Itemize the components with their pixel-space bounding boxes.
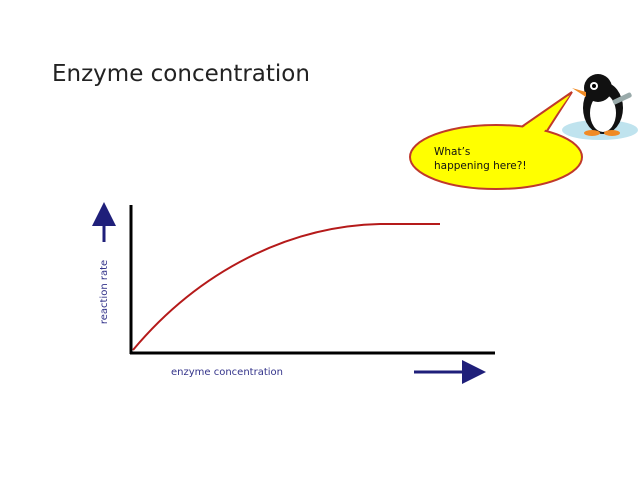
bubble-line: What’s (434, 146, 470, 158)
bubble-line: happening here?! (434, 160, 527, 172)
penguin-icon (562, 74, 638, 140)
slide-title: Enzyme concentration (52, 61, 310, 87)
curve (132, 223, 440, 351)
y-axis-label: reaction rate (99, 260, 110, 324)
x-axis-label: enzyme concentration (171, 367, 283, 378)
speech-bubble: What’s happening here?! (409, 91, 583, 190)
